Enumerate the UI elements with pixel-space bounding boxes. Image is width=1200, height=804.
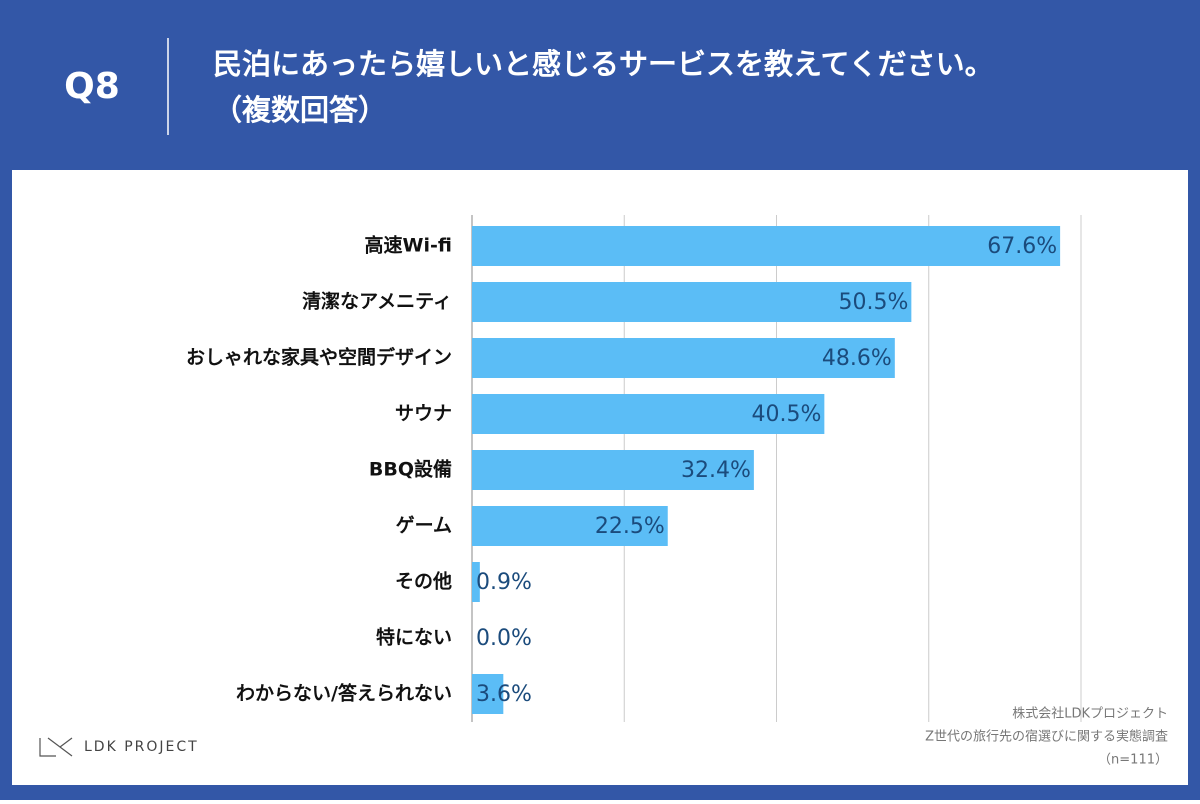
value-label: 48.6%	[822, 346, 892, 371]
logo-text: LDK PROJECT	[84, 739, 199, 755]
bar	[472, 394, 825, 434]
value-label: 0.9%	[476, 570, 532, 595]
plot: 高速Wi-fi 67.6% 清潔なアメニティ 50.5% おしゃれな家具や空間デザイン 4…	[186, 215, 1082, 722]
category-label: 特にない	[376, 627, 452, 649]
category-label: ゲーム	[396, 515, 452, 537]
logo-icon	[39, 737, 73, 757]
category-label: BBQ設備	[369, 458, 452, 481]
title: 民泊にあったら嬉しいと感じるサービスを教えてください。	[213, 47, 994, 81]
question-number: Q8	[64, 66, 120, 107]
logo: LDK PROJECT	[39, 737, 199, 757]
value-label: 32.4%	[681, 458, 751, 483]
value-label: 40.5%	[751, 402, 821, 427]
source: 株式会社LDKプロジェクト Z世代の旅行先の宿選びに関する実態調査 （n=111）	[925, 706, 1168, 768]
bar	[472, 450, 754, 490]
category-label: サウナ	[395, 403, 452, 425]
category-label: その他	[395, 570, 452, 593]
category-label: 高速Wi-fi	[365, 234, 452, 257]
bar	[472, 226, 1061, 266]
category-label: おしゃれな家具や空間デザイン	[186, 346, 452, 369]
value-label: 3.6%	[476, 682, 532, 707]
source-line: 株式会社LDKプロジェクト	[1012, 706, 1168, 722]
subtitle: （複数回答）	[213, 93, 387, 127]
category-label: 清潔なアメニティ	[302, 290, 452, 313]
bar	[472, 338, 895, 378]
value-label: 0.0%	[476, 626, 532, 651]
source-line: （n=111）	[1098, 753, 1168, 768]
source-line: Z世代の旅行先の宿選びに関する実態調査	[925, 729, 1168, 745]
value-label: 22.5%	[595, 514, 665, 539]
bar	[472, 562, 480, 602]
bar	[472, 282, 912, 322]
value-label: 67.6%	[987, 234, 1057, 259]
bar	[472, 506, 668, 546]
value-label: 50.5%	[838, 290, 908, 315]
bar	[472, 674, 504, 714]
category-label: わからない/答えられない	[236, 682, 452, 705]
